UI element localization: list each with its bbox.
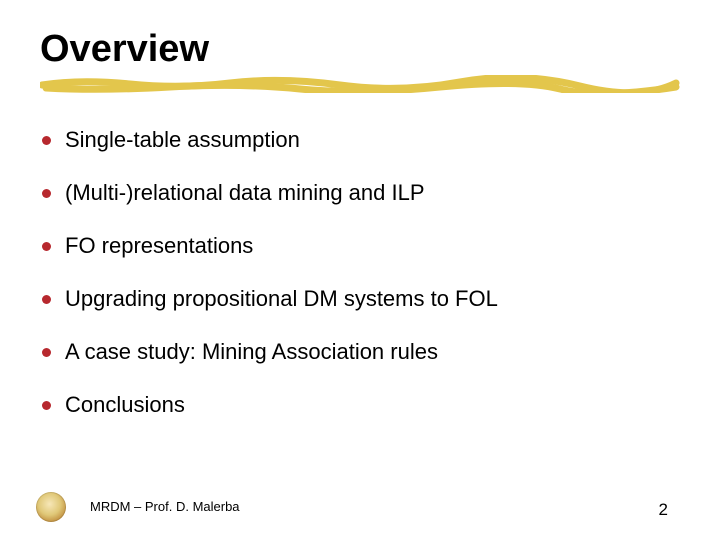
bullet-text: FO representations — [65, 233, 253, 259]
bullet-dot-icon — [42, 242, 51, 251]
bullet-dot-icon — [42, 189, 51, 198]
bullet-text: A case study: Mining Association rules — [65, 339, 438, 365]
bullet-dot-icon — [42, 401, 51, 410]
bullet-dot-icon — [42, 348, 51, 357]
bullet-text: Single-table assumption — [65, 127, 300, 153]
slide-footer: MRDM – Prof. D. Malerba 2 — [0, 482, 720, 522]
title-underline — [40, 75, 680, 93]
slide: Overview Single-table assumption (Multi-… — [0, 0, 720, 540]
page-number: 2 — [659, 500, 668, 520]
bullet-dot-icon — [42, 295, 51, 304]
bullet-list: Single-table assumption (Multi-)relation… — [40, 127, 680, 418]
bullet-text: (Multi-)relational data mining and ILP — [65, 180, 425, 206]
slide-title: Overview — [40, 28, 680, 71]
list-item: Conclusions — [42, 392, 680, 418]
footer-author: MRDM – Prof. D. Malerba — [90, 499, 240, 514]
bullet-text: Conclusions — [65, 392, 185, 418]
bullet-dot-icon — [42, 136, 51, 145]
logo-icon — [36, 492, 66, 522]
list-item: Upgrading propositional DM systems to FO… — [42, 286, 680, 312]
bullet-text: Upgrading propositional DM systems to FO… — [65, 286, 498, 312]
list-item: A case study: Mining Association rules — [42, 339, 680, 365]
list-item: FO representations — [42, 233, 680, 259]
list-item: Single-table assumption — [42, 127, 680, 153]
list-item: (Multi-)relational data mining and ILP — [42, 180, 680, 206]
